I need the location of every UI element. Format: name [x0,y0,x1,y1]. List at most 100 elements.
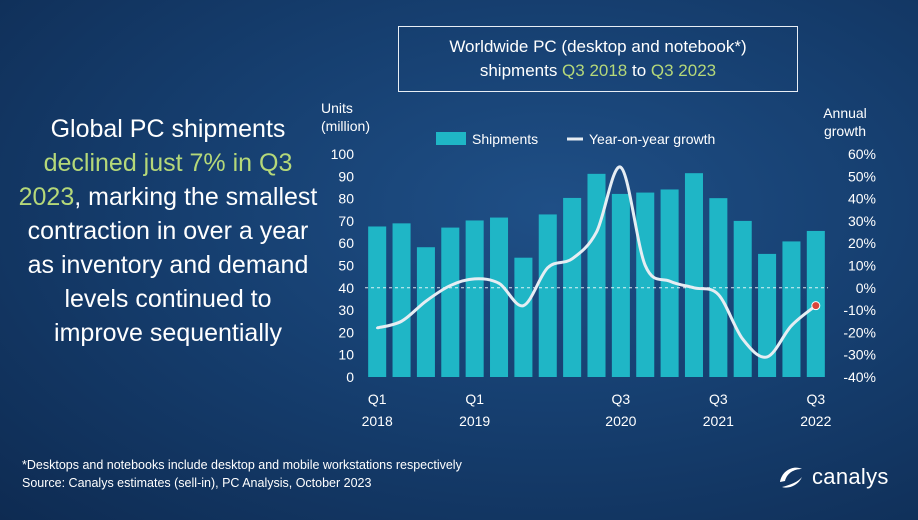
left-axis-tick-label: 0 [346,369,354,385]
shipments-bar [538,214,557,377]
shipments-bar [368,226,387,377]
shipments-bar [587,173,606,377]
growth-point [473,277,476,281]
shipments-bar [733,220,752,377]
legend-swatch-shipments [436,132,466,145]
headline-text-end: , marking the smallest contraction in ov… [27,183,318,347]
growth-point [717,293,720,296]
growth-point [668,279,671,283]
legend-label-growth: Year-on-year growth [589,131,715,147]
growth-point [449,284,452,287]
logo-wordmark: canalys [812,464,889,489]
left-axis-ticks: 0 10 20 30 40 50 60 70 80 90 100 [331,146,355,385]
canalys-swoosh-icon [780,467,802,488]
chart-title-line2: shipments Q3 2018 to Q3 2023 [480,59,716,83]
shipments-bar [465,220,484,377]
title-start-period: Q3 2018 [562,61,628,80]
left-axis-tick-label: 10 [338,347,354,363]
headline: Global PC shipments declined just 7% in … [18,112,318,350]
x-tick-year: 2022 [800,413,831,429]
right-axis-tick-label: 40% [848,191,876,207]
shipments-bar [490,217,509,377]
shipments-bar [611,193,630,377]
right-axis-tick-label: 20% [848,235,876,251]
footnote-source: Source: Canalys estimates (sell-in), PC … [22,476,372,490]
x-tick-quarter: Q3 [806,391,825,407]
x-axis-ticks: Q1 2018 Q1 2019 Q3 2020 Q3 2021 Q3 2022 [362,391,832,429]
growth-point [546,266,549,269]
left-axis-tick-label: 30 [338,302,354,318]
x-tick-year: 2020 [605,413,636,429]
shipments-bar [416,247,435,377]
growth-point [644,264,647,267]
left-axis-title-line2: (million) [321,118,370,134]
growth-line-layer [375,165,821,359]
growth-point [790,324,793,327]
growth-point [741,337,744,341]
right-axis-ticks: -40% -30% -20% -10% 0% 10% 20% 30% 40% 50% 60% [843,146,876,385]
left-axis-tick-label: 100 [331,146,355,162]
shipments-bar [782,241,801,377]
legend-label-shipments: Shipments [472,131,538,147]
right-axis-tick-label: 10% [848,258,876,274]
right-axis-tick-label: -40% [843,369,876,385]
shipments-bar [563,197,582,377]
left-axis-tick-label: 70 [338,213,354,229]
growth-point [497,282,501,285]
left-axis-tick-label: 60 [338,235,354,251]
right-axis-tick-label: 30% [848,213,876,229]
growth-point [375,326,379,330]
right-axis-tick-label: 0% [856,280,876,296]
x-tick-year: 2021 [703,413,734,429]
shipments-bar [684,173,703,377]
x-tick-quarter: Q3 [612,391,631,407]
x-tick-quarter: Q1 [368,391,387,407]
left-axis-tick-label: 80 [338,191,354,207]
title-prefix: shipments [479,61,563,80]
chart-legend: Shipments Year-on-year growth [436,131,715,147]
left-axis-tick-label: 90 [338,168,354,184]
growth-point [595,230,598,234]
shipments-bar [441,227,460,377]
growth-point [424,299,428,303]
left-axis-tick-label: 50 [338,258,354,274]
headline-text: Global PC shipments [50,115,286,143]
growth-endpoint-marker [811,301,821,311]
shipments-bar [709,198,728,377]
shipments-bar [758,253,777,377]
growth-point [692,286,696,289]
x-tick-year: 2018 [362,413,393,429]
footnote-line1: *Desktops and notebooks include desktop … [22,458,462,472]
chart-title-line1: Worldwide PC (desktop and notebook*) [449,37,747,56]
right-axis-tick-label: 50% [848,168,876,184]
title-mid: to [627,61,651,80]
shipments-bar [636,192,655,377]
x-tick-year: 2019 [459,413,490,429]
left-axis-tick-label: 20 [338,324,354,340]
right-axis-tick-label: -30% [843,347,876,363]
title-end-period: Q3 2023 [650,61,717,80]
right-axis-tick-label: -20% [843,324,876,340]
x-tick-quarter: Q3 [709,391,728,407]
canalys-logo: canalys [776,462,889,492]
growth-point [522,304,525,307]
growth-point [765,355,769,359]
growth-point [570,257,574,261]
left-axis-title-line1: Units [321,100,353,116]
right-axis-tick-label: -10% [843,302,876,318]
growth-point [400,320,403,323]
growth-point [619,166,623,169]
shipments-bar [514,257,533,377]
right-axis-tick-label: 60% [848,146,876,162]
shipments-bars [368,173,825,377]
left-axis-tick-label: 40 [338,280,354,296]
right-axis-title-line2: growth [824,123,866,139]
right-axis-title-line1: Annual [823,105,867,121]
chart-title-box: Worldwide PC (desktop and notebook*) shi… [398,26,798,92]
headline-highlight: declined just 7% in Q3 2023 [18,149,293,211]
shipments-bar [392,223,411,377]
shipments-bar [660,189,679,377]
x-tick-quarter: Q1 [465,391,484,407]
